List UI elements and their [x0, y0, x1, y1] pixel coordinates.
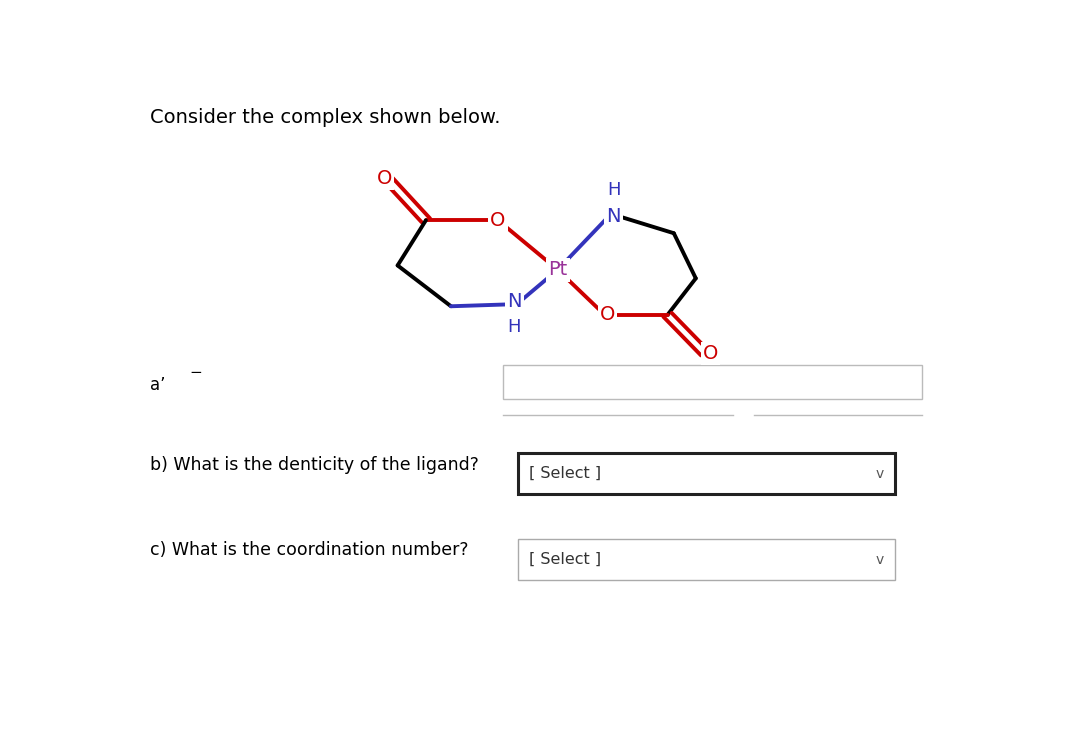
Text: [ Select ]: [ Select ] [529, 552, 602, 567]
Text: v: v [876, 466, 885, 481]
Text: b) What is the denticity of the ligand?: b) What is the denticity of the ligand? [150, 455, 478, 473]
Text: c) What is the coordination number?: c) What is the coordination number? [150, 542, 469, 559]
Text: a’: a’ [150, 376, 165, 394]
Text: [ Select ]: [ Select ] [529, 466, 602, 481]
Text: O: O [377, 169, 392, 188]
Text: O: O [599, 305, 615, 324]
Text: v: v [876, 553, 885, 567]
FancyBboxPatch shape [518, 539, 895, 580]
Text: H: H [607, 181, 620, 199]
Text: H: H [508, 318, 522, 336]
FancyBboxPatch shape [503, 365, 922, 399]
Text: O: O [490, 211, 505, 230]
Text: O: O [703, 344, 718, 363]
Text: −: − [189, 365, 202, 379]
Text: N: N [606, 207, 621, 225]
FancyBboxPatch shape [518, 453, 895, 494]
Text: Consider the complex shown below.: Consider the complex shown below. [150, 108, 500, 126]
Text: N: N [508, 292, 522, 311]
Text: Pt: Pt [548, 260, 567, 279]
